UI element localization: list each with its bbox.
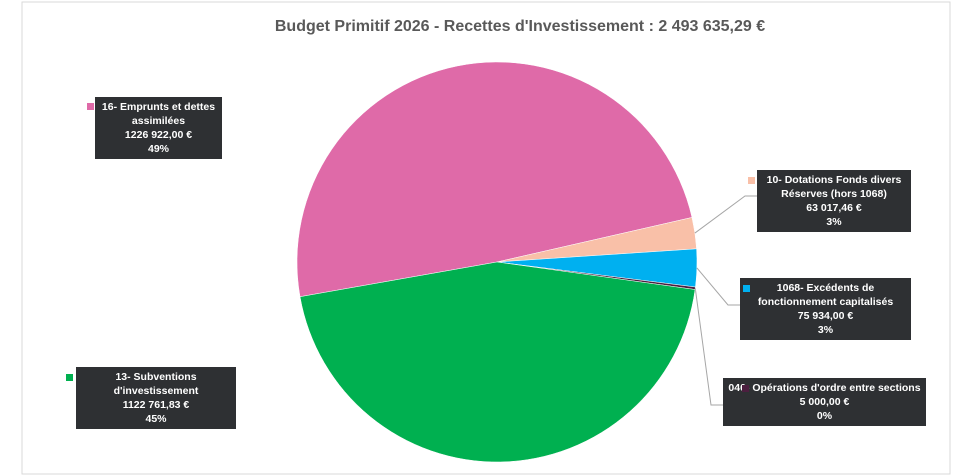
label-category: 16- Emprunts et dettes assimilées (101, 101, 216, 127)
label-category: 13- Subventions d'investissement (113, 371, 199, 397)
label-value: 75 934,00 € (797, 310, 854, 322)
pie-slice (296, 61, 693, 298)
label-percent: 3% (826, 216, 842, 228)
label-percent: 49% (147, 143, 169, 155)
label-percent: 45% (145, 413, 167, 425)
pie-slice (299, 261, 696, 463)
leader-line (696, 267, 740, 306)
label-percent: 0% (816, 410, 833, 422)
label-category: 10- Dotations Fonds divers Réserves (hor… (766, 174, 902, 200)
data-label: 13- Subventions d'investissement 1122 761… (76, 367, 236, 429)
data-label: 16- Emprunts et dettes assimilées 1226 92… (95, 97, 222, 159)
legend-swatch (742, 385, 749, 392)
legend-swatch (87, 103, 94, 110)
legend-swatch (748, 177, 755, 184)
legend-swatch (66, 374, 73, 381)
legend-swatch (743, 285, 750, 292)
label-category: 040- Opérations d'ordre entre sections (728, 382, 921, 394)
chart-title: Budget Primitif 2026 - Recettes d'Invest… (275, 18, 765, 35)
data-label: 1068- Excédents de fonctionnement capita… (740, 278, 911, 340)
data-label: 10- Dotations Fonds divers Réserves (hor… (757, 170, 911, 232)
label-value: 5 000,00 € (799, 396, 850, 408)
label-value: 1226 922,00 € (124, 129, 193, 141)
label-value: 1122 761,83 € (122, 399, 190, 411)
label-percent: 3% (817, 324, 834, 336)
label-category: 1068- Excédents de fonctionnement capita… (757, 282, 894, 308)
leader-line (694, 195, 757, 234)
data-label: 040- Opérations d'ordre entre sections 5 … (723, 378, 926, 426)
leader-line (694, 288, 723, 406)
label-value: 63 017,46 € (806, 202, 862, 214)
